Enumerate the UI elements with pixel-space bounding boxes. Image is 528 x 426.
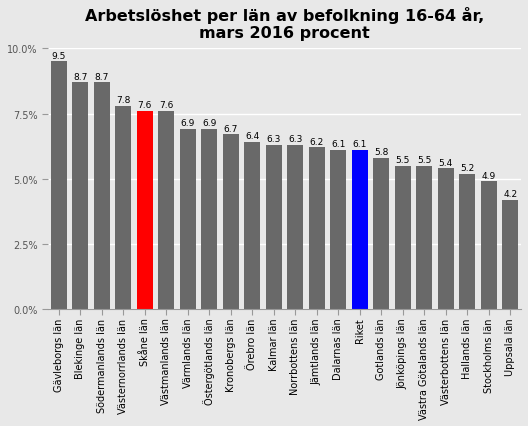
Bar (502, 200, 518, 309)
Bar (287, 146, 303, 309)
Bar (115, 106, 131, 309)
Bar (352, 151, 368, 309)
Bar (158, 112, 174, 309)
Text: 6.9: 6.9 (181, 119, 195, 128)
Bar (201, 130, 217, 309)
Title: Arbetslöshet per län av befolkning 16-64 år,
mars 2016 procent: Arbetslöshet per län av befolkning 16-64… (85, 7, 484, 41)
Text: 4.9: 4.9 (482, 171, 496, 180)
Bar (180, 130, 196, 309)
Bar (373, 158, 389, 309)
Bar (93, 83, 110, 309)
Text: 7.6: 7.6 (137, 101, 152, 110)
Text: 4.2: 4.2 (503, 190, 517, 199)
Bar (244, 143, 260, 309)
Bar (266, 146, 282, 309)
Bar (72, 83, 88, 309)
Text: 7.6: 7.6 (159, 101, 173, 110)
Text: 6.7: 6.7 (223, 124, 238, 133)
Bar (330, 151, 346, 309)
Text: 8.7: 8.7 (95, 72, 109, 81)
Bar (309, 148, 325, 309)
Bar (137, 112, 153, 309)
Text: 6.4: 6.4 (245, 132, 259, 141)
Text: 6.1: 6.1 (331, 140, 345, 149)
Text: 9.5: 9.5 (51, 52, 66, 60)
Bar (438, 169, 454, 309)
Text: 5.5: 5.5 (417, 155, 431, 164)
Bar (480, 182, 497, 309)
Text: 6.2: 6.2 (309, 137, 324, 147)
Text: 8.7: 8.7 (73, 72, 87, 81)
Bar (223, 135, 239, 309)
Text: 6.3: 6.3 (267, 135, 281, 144)
Bar (395, 167, 411, 309)
Text: 5.2: 5.2 (460, 163, 475, 173)
Text: 6.1: 6.1 (353, 140, 367, 149)
Bar (459, 174, 475, 309)
Bar (51, 62, 67, 309)
Text: 5.8: 5.8 (374, 148, 389, 157)
Bar (416, 167, 432, 309)
Text: 6.3: 6.3 (288, 135, 303, 144)
Text: 6.9: 6.9 (202, 119, 216, 128)
Text: 5.5: 5.5 (395, 155, 410, 164)
Text: 5.4: 5.4 (439, 158, 453, 167)
Text: 7.8: 7.8 (116, 96, 130, 105)
